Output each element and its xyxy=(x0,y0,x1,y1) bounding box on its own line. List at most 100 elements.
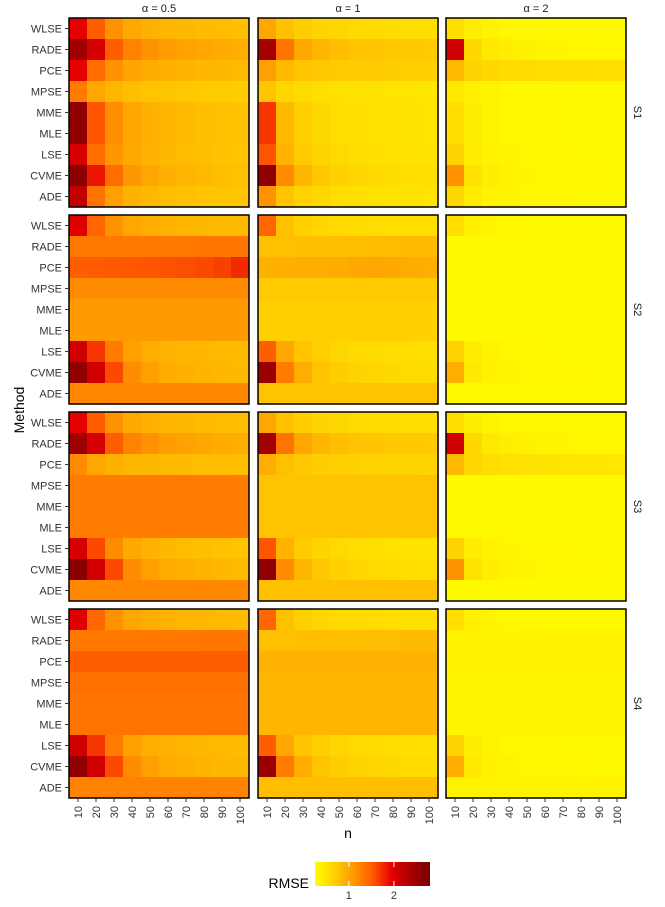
heatmap-cell xyxy=(420,496,439,518)
heatmap-cell xyxy=(276,454,295,476)
heatmap-cell xyxy=(446,517,465,539)
heatmap-cell xyxy=(276,756,295,778)
heatmap-cell xyxy=(572,278,591,300)
heatmap-cell xyxy=(87,186,106,208)
heatmap-cell xyxy=(195,651,214,673)
heatmap-cell xyxy=(590,735,609,757)
panels-layer xyxy=(68,17,627,799)
heatmap-cell xyxy=(123,341,142,363)
heatmap-cell xyxy=(402,299,421,321)
heatmap-cell xyxy=(87,433,106,455)
heatmap-cell xyxy=(276,236,295,258)
heatmap-cell xyxy=(464,362,483,384)
heatmap-cell xyxy=(105,433,124,455)
heatmap-cell xyxy=(123,672,142,694)
heatmap-cell xyxy=(213,609,232,631)
heatmap-cell xyxy=(420,777,439,799)
heatmap-cell xyxy=(69,257,88,279)
heatmap-cell xyxy=(195,538,214,560)
heatmap-cell xyxy=(258,236,277,258)
heatmap-cell xyxy=(123,165,142,187)
heatmap-cell xyxy=(141,651,160,673)
heatmap-cell xyxy=(482,278,501,300)
heatmap-cell xyxy=(384,257,403,279)
heatmap-cell xyxy=(213,538,232,560)
heatmap-cell xyxy=(608,383,627,405)
heatmap-cell xyxy=(213,735,232,757)
heatmap-cell xyxy=(330,412,349,434)
heatmap-cell xyxy=(366,609,385,631)
heatmap-cell xyxy=(518,165,537,187)
y-axis-title: Method xyxy=(11,387,27,434)
heatmap-cell xyxy=(518,672,537,694)
heatmap-cell xyxy=(366,278,385,300)
heatmap-cell xyxy=(294,362,313,384)
heatmap-cell xyxy=(500,278,519,300)
heatmap-cell xyxy=(402,123,421,145)
heatmap-cell xyxy=(384,609,403,631)
heatmap-panel xyxy=(257,17,439,208)
heatmap-cell xyxy=(366,81,385,103)
heatmap-cell xyxy=(366,580,385,602)
heatmap-cell xyxy=(105,341,124,363)
heatmap-cell xyxy=(213,454,232,476)
heatmap-cell xyxy=(258,580,277,602)
y-tick-label: PCE xyxy=(39,66,62,78)
heatmap-cell xyxy=(554,341,573,363)
heatmap-cell xyxy=(213,320,232,342)
heatmap-cell xyxy=(330,341,349,363)
heatmap-cell xyxy=(384,186,403,208)
heatmap-cell xyxy=(554,215,573,237)
heatmap-cell xyxy=(572,454,591,476)
heatmap-cell xyxy=(87,278,106,300)
heatmap-cell xyxy=(141,756,160,778)
heatmap-cell xyxy=(482,433,501,455)
heatmap-cell xyxy=(518,756,537,778)
heatmap-cell xyxy=(69,341,88,363)
heatmap-cell xyxy=(330,144,349,166)
heatmap-cell xyxy=(195,454,214,476)
heatmap-cell xyxy=(464,672,483,694)
heatmap-cell xyxy=(420,433,439,455)
heatmap-cell xyxy=(420,215,439,237)
heatmap-cell xyxy=(402,18,421,40)
heatmap-cell xyxy=(384,102,403,124)
heatmap-cell xyxy=(87,672,106,694)
x-tick-label: 40 xyxy=(504,806,516,818)
heatmap-cell xyxy=(482,39,501,61)
heatmap-cell xyxy=(231,693,250,715)
heatmap-cell xyxy=(69,630,88,652)
heatmap-cell xyxy=(330,714,349,736)
heatmap-cell xyxy=(105,517,124,539)
heatmap-cell xyxy=(554,756,573,778)
heatmap-cell xyxy=(572,735,591,757)
heatmap-cell xyxy=(384,215,403,237)
heatmap-cell xyxy=(87,496,106,518)
heatmap-cell xyxy=(464,580,483,602)
heatmap-cell xyxy=(213,433,232,455)
heatmap-cell xyxy=(420,580,439,602)
heatmap-cell xyxy=(87,454,106,476)
heatmap-cell xyxy=(402,383,421,405)
heatmap-cell xyxy=(258,383,277,405)
heatmap-cell xyxy=(213,39,232,61)
heatmap-cell xyxy=(141,383,160,405)
heatmap-cell xyxy=(330,362,349,384)
heatmap-cell xyxy=(608,18,627,40)
heatmap-cell xyxy=(500,383,519,405)
heatmap-cell xyxy=(536,299,555,321)
heatmap-cell xyxy=(258,362,277,384)
heatmap-cell xyxy=(446,609,465,631)
heatmap-cell xyxy=(213,81,232,103)
panel-border xyxy=(257,214,439,405)
heatmap-cell xyxy=(590,475,609,497)
heatmap-cell xyxy=(213,18,232,40)
heatmap-cell xyxy=(141,362,160,384)
heatmap-cell xyxy=(159,651,178,673)
heatmap-cell xyxy=(554,278,573,300)
heatmap-cell xyxy=(141,186,160,208)
heatmap-cell xyxy=(159,433,178,455)
heatmap-cell xyxy=(177,412,196,434)
heatmap-cell xyxy=(572,538,591,560)
heatmap-cell xyxy=(123,278,142,300)
